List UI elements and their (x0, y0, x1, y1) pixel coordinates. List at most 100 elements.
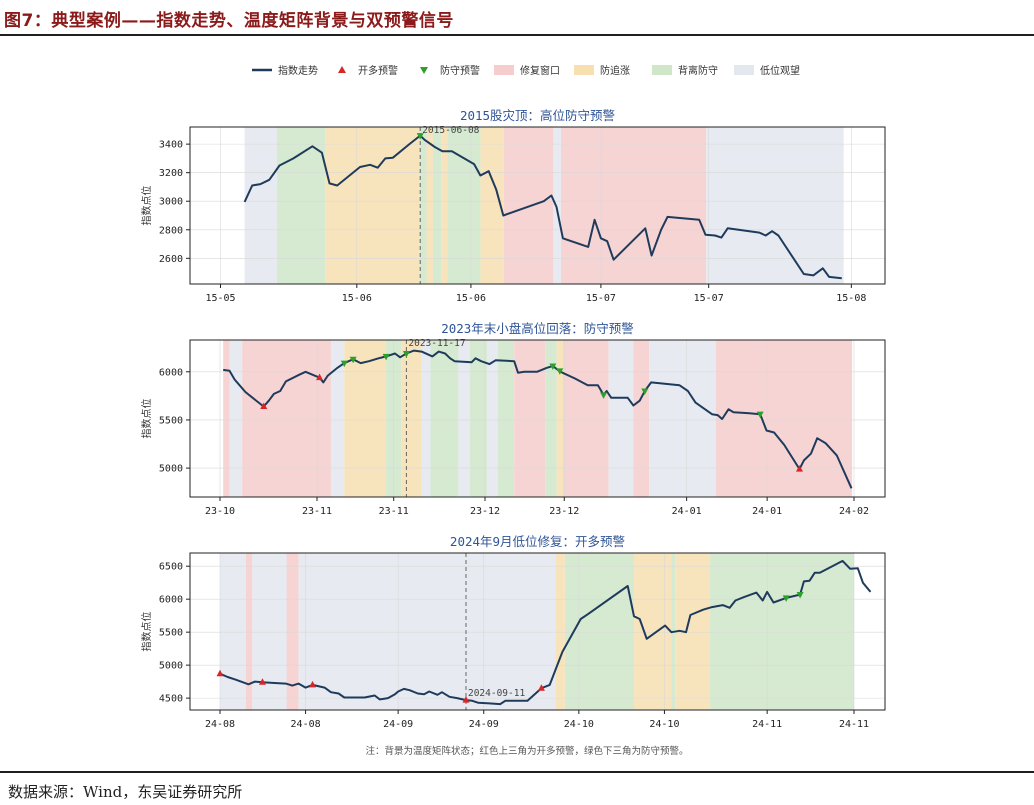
band-chase (325, 127, 421, 284)
x-tick-label: 24-11 (839, 719, 869, 730)
band-watch (330, 340, 345, 497)
legend-label: 修复窗口 (520, 64, 560, 77)
band-watch (649, 340, 716, 497)
legend-label: 防追涨 (600, 64, 630, 77)
plot-frame (189, 126, 886, 285)
band-chase (401, 340, 422, 497)
band-repair (715, 340, 853, 497)
x-tick-label: 23-12 (549, 506, 579, 517)
temperature-bands (223, 340, 853, 497)
band-diverge (710, 553, 854, 710)
x-tick-label: 24-01 (672, 506, 702, 517)
buy-alert-marker (316, 373, 324, 381)
defense-alert-marker (600, 392, 608, 399)
legend-label: 背离防守 (678, 64, 718, 77)
figure-title-bar: 图7：典型案例——指数走势、温度矩阵背景与双预警信号 (0, 0, 1034, 36)
x-tick-label: 23-10 (205, 506, 235, 517)
band-repair (562, 340, 609, 497)
legend-swatch-patch (734, 65, 754, 75)
band-repair (223, 340, 230, 497)
x-tick-label: 23-12 (470, 506, 500, 517)
legend-item: 背离防守 (652, 64, 718, 77)
y-tick-label: 5000 (159, 464, 183, 475)
band-chase (556, 340, 563, 497)
temperature-bands (244, 127, 844, 284)
band-chase (555, 553, 565, 710)
defense-alert-marker (349, 356, 357, 364)
x-tick-label: 15-07 (586, 293, 616, 304)
band-chase (480, 127, 504, 284)
x-tick-label: 24-09 (383, 719, 413, 730)
x-tick-label: 24-08 (205, 719, 235, 730)
defense-alert-marker (382, 353, 390, 361)
legend-label: 低位观望 (760, 64, 800, 77)
buy-alert-marker (537, 684, 545, 691)
chart-panel-3: 2024-09-11 4500 5000 5500 6000 6500 24-08 24-08… (140, 534, 886, 730)
legend-item: 防追涨 (574, 64, 630, 77)
panel-title: 2024年9月低位修复：开多预警 (450, 534, 625, 549)
defense-alert-marker (340, 360, 348, 368)
legend-swatch-patch (652, 65, 672, 75)
x-tick-label: 15-06 (456, 293, 486, 304)
defense-alert-marker (416, 133, 424, 140)
x-tick-label: 15-08 (836, 293, 866, 304)
x-tick-label: 23-11 (379, 506, 409, 517)
y-tick-label: 3000 (159, 197, 183, 208)
x-tick-label: 15-06 (342, 293, 372, 304)
band-repair (560, 127, 707, 284)
y-tick-label: 2800 (159, 225, 183, 236)
index-line (243, 134, 842, 280)
chart-panel-1: 2015-06-08 2600 2800 3000 3200 3400 15-05 15-06… (140, 108, 886, 304)
band-watch (298, 553, 556, 710)
legend-swatch-patch (494, 65, 514, 75)
source-text: 数据来源：Wind，东吴证券研究所 (8, 783, 243, 801)
y-tick-label: 4500 (159, 694, 183, 705)
buy-alert-marker (309, 680, 317, 688)
band-diverge (430, 340, 459, 497)
y-tick-label: 3400 (159, 140, 183, 151)
x-tick-label: 24-02 (839, 506, 869, 517)
band-watch (252, 553, 287, 710)
legend-item: 防守预警 (420, 64, 480, 77)
y-axis-label: 指数点位 (140, 399, 153, 439)
band-repair (633, 340, 650, 497)
x-tick-label: 24-10 (564, 719, 594, 730)
temperature-bands (220, 553, 854, 710)
y-tick-label: 5500 (159, 628, 183, 639)
x-tick-label: 23-11 (302, 506, 332, 517)
y-tick-label: 6000 (159, 367, 183, 378)
figure-title: 图7：典型案例——指数走势、温度矩阵背景与双预警信号 (4, 11, 454, 31)
legend-item: 低位观望 (734, 64, 800, 77)
band-watch (553, 127, 561, 284)
band-watch (421, 340, 431, 497)
band-chase (426, 127, 433, 284)
buy-alert-marker (462, 696, 470, 703)
plot-frame (189, 552, 886, 711)
y-tick-label: 5500 (159, 415, 183, 426)
x-tick-label: 15-05 (205, 293, 235, 304)
plot-frame (189, 339, 886, 498)
buy-alert-marker (216, 669, 224, 677)
band-diverge (432, 127, 442, 284)
legend-swatch-up-marker (338, 66, 346, 73)
legend-swatch-patch (574, 65, 594, 75)
x-tick-label: 24-11 (752, 719, 782, 730)
x-tick-label: 24-08 (291, 719, 321, 730)
index-line (219, 559, 872, 706)
x-tick-label: 24-09 (469, 719, 499, 730)
legend-item: 指数走势 (252, 64, 318, 77)
chart-panel-2: 2023-11-17 5000 5500 6000 23-10 23-11 23-11 23-… (140, 321, 886, 517)
y-tick-label: 5000 (159, 661, 183, 672)
band-diverge (469, 340, 487, 497)
y-tick-label: 6500 (159, 562, 183, 573)
band-chase (634, 553, 672, 710)
event-date-label: 2023-11-17 (408, 338, 465, 349)
chart-note: 注：背景为温度矩阵状态；红色上三角为开多预警，绿色下三角为防守预警。 (365, 745, 688, 757)
y-axis-label: 指数点位 (140, 186, 153, 226)
panel-title: 2015股灾顶：高位防守预警 (460, 108, 615, 123)
band-watch (458, 340, 470, 497)
legend-label: 指数走势 (278, 64, 318, 77)
legend-label: 防守预警 (440, 64, 480, 77)
band-diverge (497, 340, 515, 497)
source-bar: 数据来源：Wind，东吴证券研究所 (0, 771, 1034, 805)
